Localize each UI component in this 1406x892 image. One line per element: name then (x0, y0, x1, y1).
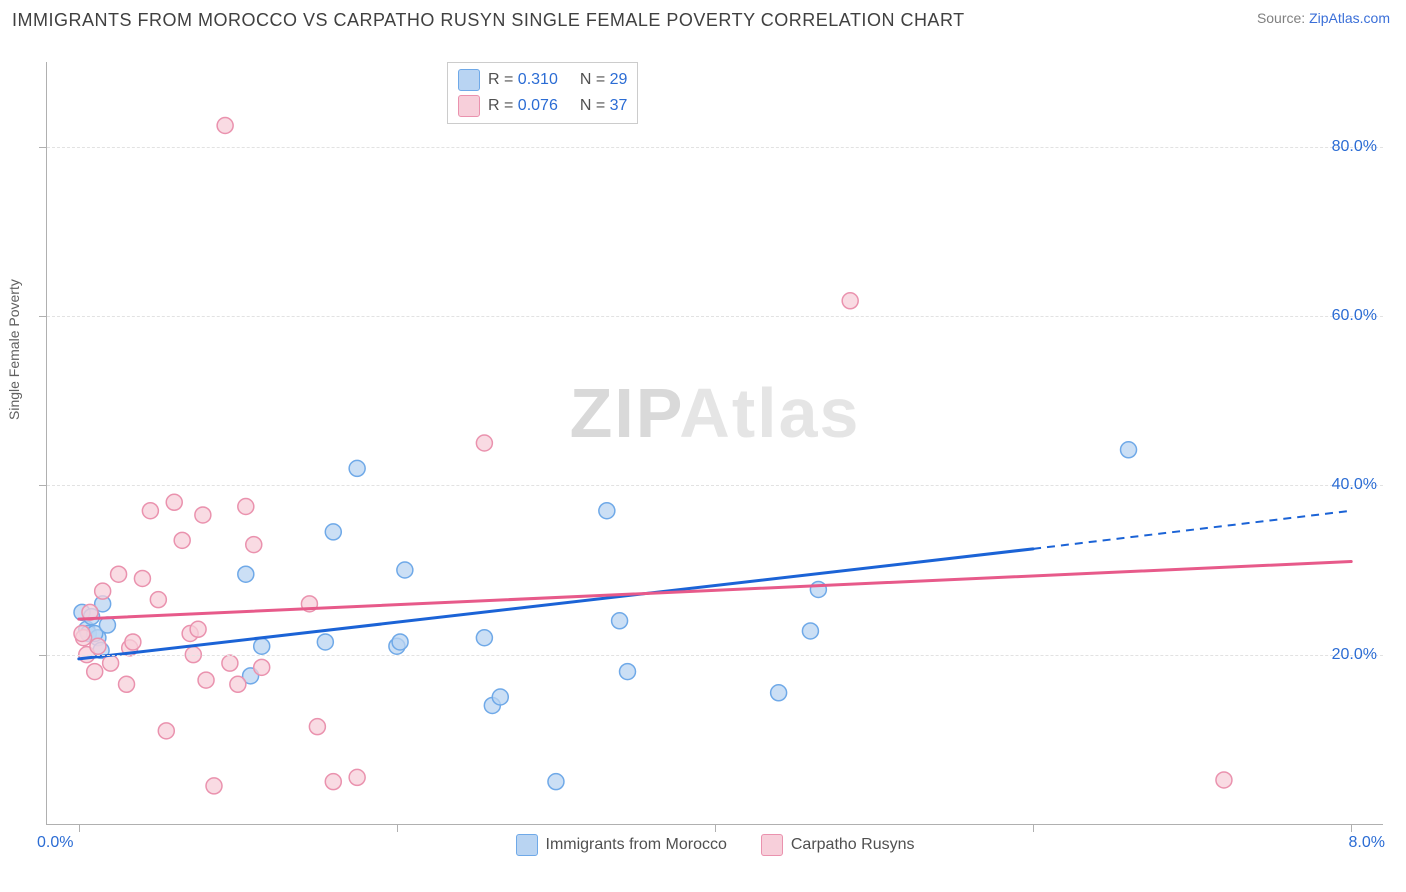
swatch-pink-icon (761, 834, 783, 856)
y-tick-label: 20.0% (1332, 646, 1377, 664)
watermark-zip: ZIP (570, 374, 680, 452)
legend-label-series2: Carpatho Rusyns (791, 836, 915, 854)
legend-row-series1: R = 0.310 N = 29 (454, 67, 631, 93)
n-value-1: 29 (610, 71, 628, 88)
swatch-blue-icon (458, 69, 480, 91)
r-value-1: 0.310 (518, 71, 558, 88)
gridline (47, 655, 1383, 656)
y-tick-label: 60.0% (1332, 307, 1377, 325)
n-value-2: 37 (610, 97, 628, 114)
source-link[interactable]: ZipAtlas.com (1309, 10, 1390, 26)
gridline (47, 316, 1383, 317)
source-prefix: Source: (1257, 10, 1309, 26)
legend-item-series1: Immigrants from Morocco (516, 834, 727, 856)
watermark: ZIPAtlas (570, 373, 861, 453)
r-label-2: R = (488, 97, 518, 114)
gridline (47, 485, 1383, 486)
r-value-2: 0.076 (518, 97, 558, 114)
y-tick-label: 80.0% (1332, 138, 1377, 156)
swatch-blue-icon (516, 834, 538, 856)
watermark-atlas: Atlas (679, 374, 860, 452)
gridline (47, 147, 1383, 148)
scatter-svg (47, 62, 1383, 824)
legend-label-series1: Immigrants from Morocco (546, 836, 727, 854)
n-label-2: N = (580, 97, 610, 114)
y-tick-label: 40.0% (1332, 476, 1377, 494)
r-label-1: R = (488, 71, 518, 88)
legend-series: Immigrants from Morocco Carpatho Rusyns (47, 834, 1383, 856)
legend-row-series2: R = 0.076 N = 37 (454, 93, 631, 119)
source-attribution: Source: ZipAtlas.com (1257, 10, 1390, 26)
chart-title: IMMIGRANTS FROM MOROCCO VS CARPATHO RUSY… (12, 10, 965, 31)
legend-item-series2: Carpatho Rusyns (761, 834, 915, 856)
legend-correlation: R = 0.310 N = 29 R = 0.076 N = 37 (447, 62, 638, 124)
n-label-1: N = (580, 71, 610, 88)
chart-container: IMMIGRANTS FROM MOROCCO VS CARPATHO RUSY… (0, 0, 1406, 892)
y-axis-label: Single Female Poverty (6, 279, 22, 420)
plot-area: ZIPAtlas R = 0.310 N = 29 R = 0.076 N = … (46, 62, 1383, 825)
swatch-pink-icon (458, 95, 480, 117)
